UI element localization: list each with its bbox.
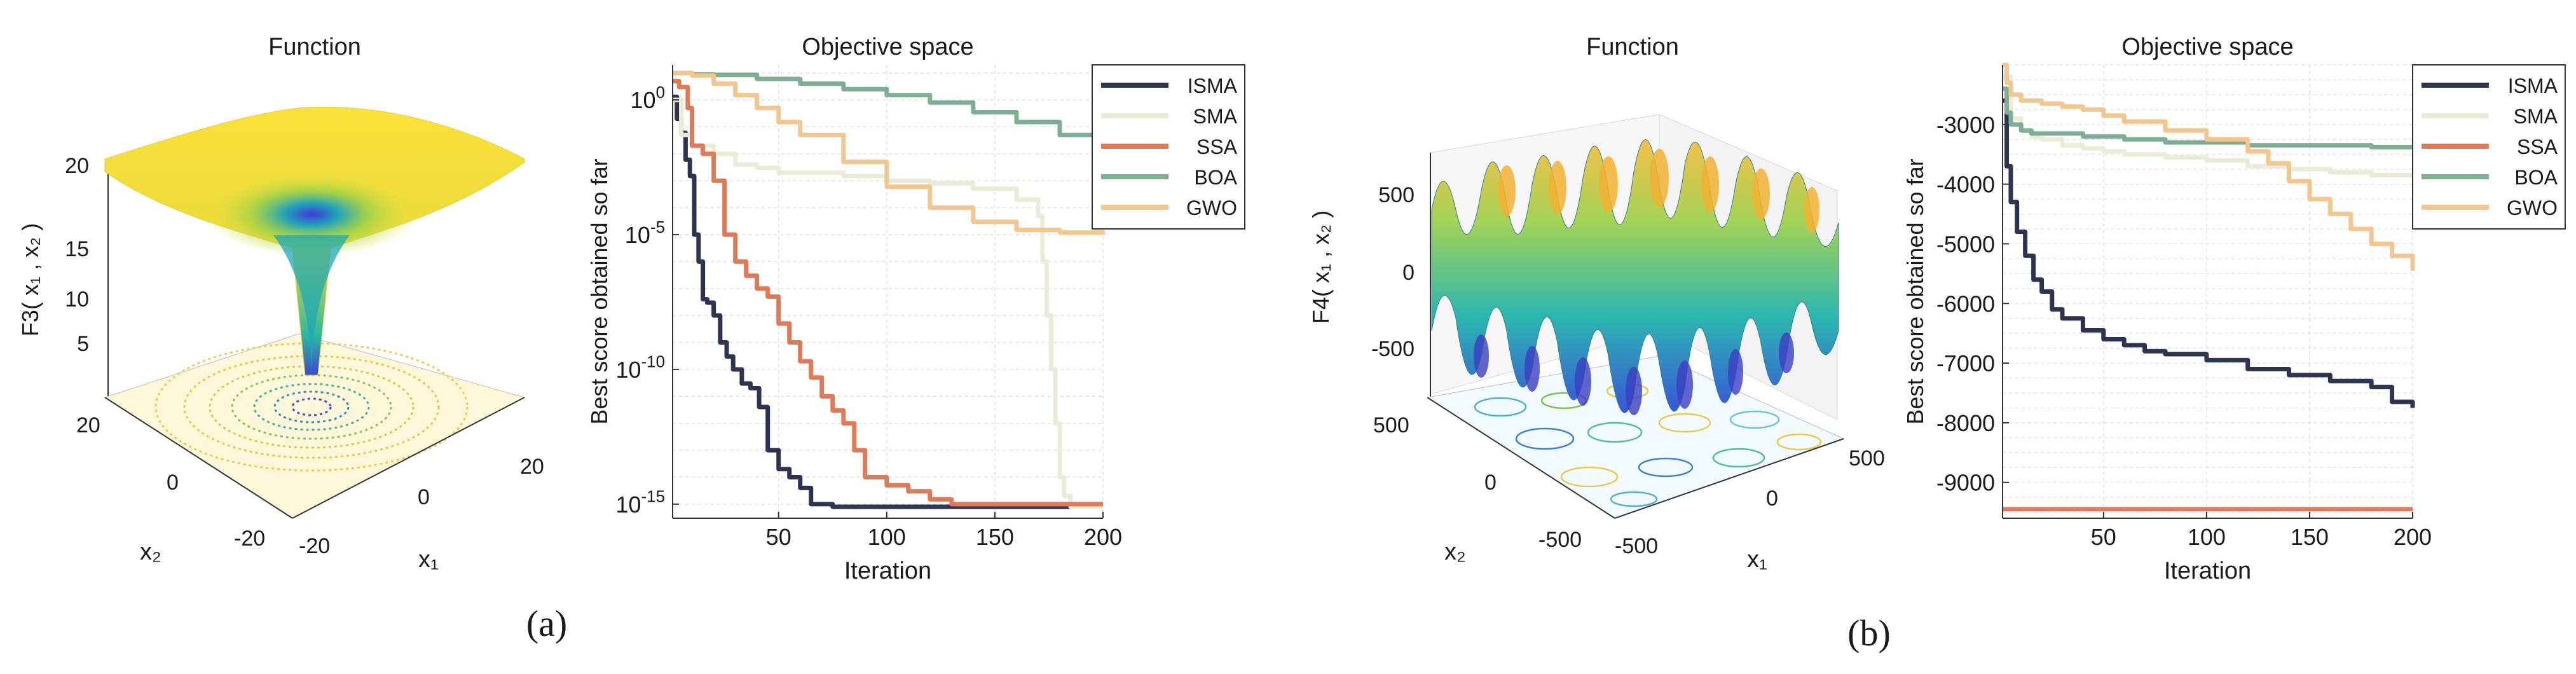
y-tick-label: -4000 xyxy=(1936,172,1995,198)
x2-tick-label-b: 0 xyxy=(1484,471,1497,495)
surface-plot-b: Function 500 0 -500 F4( x₁ , x₂ ) xyxy=(1308,34,1885,573)
series-line-gwo xyxy=(2003,62,2415,271)
x1-axis-label-b: x₁ xyxy=(1747,546,1767,573)
bowl-funnel-a xyxy=(273,235,350,382)
legend: ISMA SMA SSA BOA GWO xyxy=(1092,64,1245,230)
y-tick-label: -3000 xyxy=(1936,112,1995,138)
surface-title-a: Function xyxy=(268,34,361,60)
x-tick-label: 50 xyxy=(766,524,791,550)
legend-label-isma: ISMA xyxy=(2508,74,2558,97)
x1-tick-label-b: 0 xyxy=(1766,486,1778,511)
x-axis-label: Iteration xyxy=(844,558,931,584)
legend-label-gwo: GWO xyxy=(1186,196,1237,219)
x1-tick-label-b: 500 xyxy=(1849,446,1885,471)
caption-b: (b) xyxy=(1847,612,1891,654)
grid-lines xyxy=(2003,64,2413,518)
z-axis-label-b: F4( x₁ , x₂ ) xyxy=(1308,210,1334,324)
x2-axis-line-a xyxy=(104,397,293,519)
y-axis-label: Best score obtained so far xyxy=(586,158,612,424)
x-tick-label: 50 xyxy=(2091,524,2116,550)
bowl-depression-a xyxy=(203,165,420,254)
wavy-surface-b xyxy=(1431,139,1839,413)
z-tick-label-a: 20 xyxy=(65,154,89,178)
x2-tick-label-b: 500 xyxy=(1373,413,1409,437)
y-tick-label: -6000 xyxy=(1936,291,1995,317)
x-tick-label: 200 xyxy=(1084,524,1122,550)
x2-axis-line-b xyxy=(1427,397,1615,519)
series-line-ssa xyxy=(673,79,1103,507)
legend-label-gwo: GWO xyxy=(2507,196,2558,219)
x2-tick-label-a: -20 xyxy=(234,526,265,551)
z-axis-label-a: F3( x₁ , x₂ ) xyxy=(17,223,43,336)
y-tick-label: -7000 xyxy=(1936,350,1995,376)
contour-cells-b xyxy=(1474,383,1822,507)
z-tick-label-b: -500 xyxy=(1371,337,1415,361)
x2-tick-label-a: 0 xyxy=(167,471,179,495)
z-tick-label-a: 15 xyxy=(65,237,89,261)
x-axis-label: Iteration xyxy=(2164,558,2251,584)
x1-tick-label-b: -500 xyxy=(1615,534,1658,558)
x1-tick-label-a: 0 xyxy=(418,485,430,509)
y-tick-label: -8000 xyxy=(1936,410,1995,436)
legend-label-ssa: SSA xyxy=(1196,135,1238,158)
x1-tick-label-a: -20 xyxy=(299,534,330,558)
x2-axis-label-b: x₂ xyxy=(1444,539,1466,565)
x1-axis-line-a xyxy=(292,397,525,519)
surface-title-b: Function xyxy=(1586,34,1679,60)
legend-label-isma: ISMA xyxy=(1188,74,1238,97)
series-line-isma xyxy=(673,94,1103,509)
z-tick-label-b: 0 xyxy=(1402,261,1415,285)
legend-label-boa: BOA xyxy=(1194,166,1237,189)
x-tick-label: 150 xyxy=(976,524,1014,550)
x-tick-label: 100 xyxy=(868,524,906,550)
x-tick-label: 150 xyxy=(2291,524,2329,550)
y-axis-label: Best score obtained so far xyxy=(1902,158,1928,424)
surface-peaks-b xyxy=(1498,149,1819,233)
x1-axis-line-b xyxy=(1614,438,1844,519)
series-line-isma xyxy=(2003,98,2415,408)
convergence-chart-b: 50 100 150 200 -3000 -4000 -5000 -6000 -7000 -800… xyxy=(1902,34,2566,584)
surface-plot-a: Function 20 15 10 5 F3( x₁ , x₂ ) 20 0 -… xyxy=(17,34,544,573)
x2-axis-label-a: x₂ xyxy=(140,539,161,565)
plot-area xyxy=(673,65,1103,518)
z-tick-label-b: 500 xyxy=(1378,183,1415,207)
legend-label-sma: SMA xyxy=(1193,105,1238,128)
x1-axis-label-a: x₁ xyxy=(418,546,439,573)
x2-tick-label-b: -500 xyxy=(1538,528,1582,552)
y-tick-label: 10-5 xyxy=(625,219,665,248)
legend-label-boa: BOA xyxy=(2514,166,2558,189)
y-tick-label: 10-10 xyxy=(616,354,666,383)
y-tick-label: 10-15 xyxy=(616,488,666,518)
legend-label-sma: SMA xyxy=(2514,105,2558,128)
series-line-gwo xyxy=(673,71,1106,235)
surface-troughs-b xyxy=(1474,333,1794,415)
x1-tick-label-a: 20 xyxy=(520,455,544,479)
chart-title: Objective space xyxy=(802,34,973,60)
x-tick-label: 100 xyxy=(2188,524,2226,550)
x2-tick-label-a: 20 xyxy=(76,413,100,437)
x-tick-label: 200 xyxy=(2394,524,2432,550)
y-tick-label: -5000 xyxy=(1936,231,1995,257)
z-tick-label-a: 10 xyxy=(65,287,89,312)
series-line-boa xyxy=(2003,86,2413,149)
legend: ISMA SMA SSA BOA GWO xyxy=(2412,64,2566,230)
y-tick-label: -9000 xyxy=(1936,470,1995,496)
legend-label-ssa: SSA xyxy=(2517,135,2558,158)
chart-title: Objective space xyxy=(2121,34,2293,60)
z-tick-label-a: 5 xyxy=(77,332,89,356)
convergence-chart-a: 50 100 150 200 100 10-5 10-10 10-15 Objective sp… xyxy=(586,34,1245,584)
y-tick-label: 100 xyxy=(631,84,665,113)
caption-a: (a) xyxy=(526,603,567,644)
